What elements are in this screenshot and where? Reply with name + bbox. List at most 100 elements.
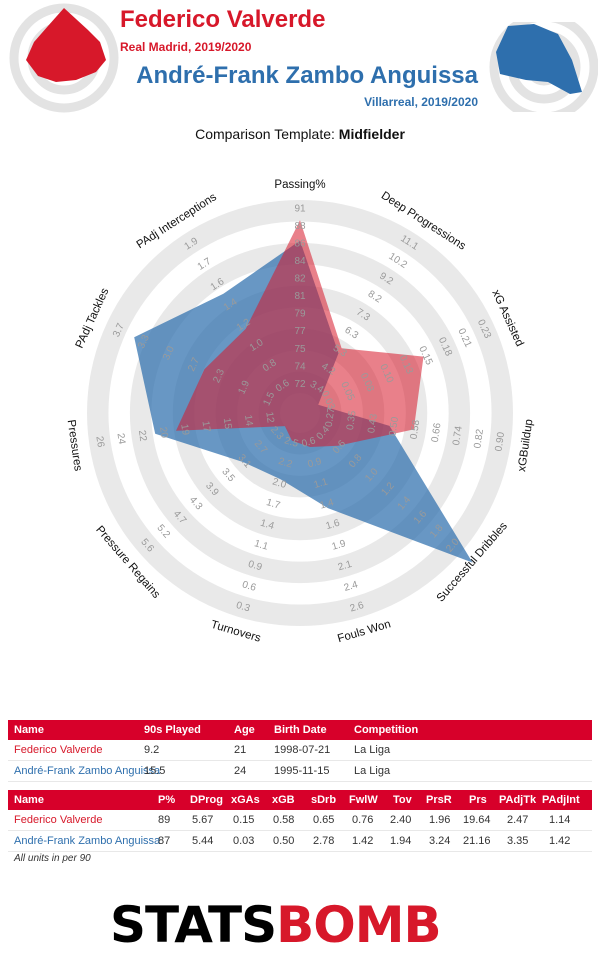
axis-tick-label: 19 — [178, 423, 191, 436]
stats-row1-fwlw: 0.76 — [352, 814, 374, 826]
stats-header-padjint: PAdjInt — [542, 794, 580, 806]
stats-header-xgas: xGAs — [231, 794, 260, 806]
axis-tick-label: 0.58 — [409, 419, 423, 440]
stats-row1-prsr: 1.96 — [429, 814, 451, 826]
axis-tick-label: 2.3 — [211, 367, 227, 385]
axis-tick-label: 0.82 — [472, 428, 486, 449]
info-header-90s: 90s Played — [144, 724, 201, 736]
stats-header-dprog: DProg — [190, 794, 223, 806]
info-row1-birth: 1998-07-21 — [274, 744, 331, 756]
stats-row2-padjtk: 3.35 — [507, 835, 529, 847]
stats-row1-tov: 2.40 — [390, 814, 412, 826]
info-row1-name: Federico Valverde — [14, 744, 103, 756]
axis-tick-label: 2.2 — [277, 456, 294, 471]
stats-row1-padjint: 1.14 — [549, 814, 571, 826]
axis-tick-label: 82 — [294, 274, 306, 285]
stats-row1-sdrb: 0.65 — [313, 814, 335, 826]
axis-tick-label: 2.6 — [349, 600, 366, 615]
axis-label: Pressures — [65, 419, 84, 472]
axis-label: Fouls Won — [336, 618, 392, 645]
stats-header-sdrb: sDrb — [311, 794, 337, 806]
axis-tick-label: 88 — [294, 221, 306, 232]
stats-header-p: P% — [158, 794, 176, 806]
axis-tick-label: 86 — [294, 239, 306, 250]
axis-tick-label: 84 — [294, 256, 306, 267]
template-name: Midfielder — [338, 126, 405, 142]
stats-header-xgb: xGB — [272, 794, 295, 806]
stats-header-prsr: PrsR — [426, 794, 452, 806]
info-row1-competition: La Liga — [354, 744, 391, 756]
axis-tick-label: 1.7 — [265, 497, 282, 512]
info-header-age: Age — [234, 724, 255, 736]
stats-row1-name: Federico Valverde — [14, 814, 103, 826]
stats-table-row: Federico Valverde 89 5.67 0.15 0.58 0.65… — [8, 810, 592, 831]
axis-tick-label: 0.50 — [387, 416, 401, 437]
info-table-header: Name 90s Played Age Birth Date Competiti… — [8, 720, 592, 740]
axis-tick-label: 2.4 — [343, 579, 360, 594]
axis-tick-label: 0.35 — [345, 410, 359, 431]
axis-tick-label: 24 — [115, 432, 128, 445]
stats-row2-prsr: 3.24 — [429, 835, 451, 847]
axis-tick-label: 2.0 — [271, 477, 288, 492]
axis-tick-label: 79 — [294, 309, 306, 320]
axis-tick-label: 1.1 — [313, 476, 330, 491]
player1-mini-radar-icon — [9, 3, 119, 113]
info-row2-age: 24 — [234, 765, 247, 777]
player2-name: André-Frank Zambo Anguissa — [136, 62, 478, 89]
stats-row2-sdrb: 2.78 — [313, 835, 335, 847]
axis-tick-label: 2.5 — [283, 435, 300, 450]
comparison-template: Comparison Template: Midfielder — [0, 126, 600, 142]
axis-tick-label: 2.7 — [186, 356, 202, 374]
player1-club: Real Madrid, 2019/2020 — [120, 40, 252, 54]
axis-tick-label: 1.4 — [259, 518, 276, 533]
axis-tick-label: 0.90 — [493, 431, 507, 452]
units-note: All units in per 90 — [14, 853, 91, 864]
axis-label: Turnovers — [209, 619, 262, 645]
info-row2-competition: La Liga — [354, 765, 391, 777]
stats-row2-xgas: 0.03 — [233, 835, 255, 847]
template-prefix: Comparison Template: — [195, 126, 339, 142]
stats-row2-tov: 1.94 — [390, 835, 412, 847]
axis-tick-label: 72 — [294, 379, 306, 390]
axis-tick-label: 0.9 — [307, 456, 324, 471]
stats-row1-dprog: 5.67 — [192, 814, 214, 826]
stats-row1-xgb: 0.58 — [273, 814, 295, 826]
axis-tick-label: 17 — [199, 420, 212, 433]
player1-name: Federico Valverde — [120, 6, 326, 33]
stats-row2-padjint: 1.42 — [549, 835, 571, 847]
stats-row1-p: 89 — [158, 814, 171, 826]
player2-mini-radar-icon — [489, 22, 598, 112]
axis-tick-label: 2.1 — [337, 559, 354, 574]
axis-tick-label: 12 — [263, 411, 276, 424]
axis-tick-label: 3.7 — [111, 321, 127, 339]
axis-tick-label: 0.6 — [241, 579, 258, 594]
stats-row1-padjtk: 2.47 — [507, 814, 529, 826]
axis-tick-label: 0.43 — [366, 413, 380, 434]
axis-tick-label: 74 — [294, 361, 306, 372]
stats-table-header: Name P% DProg xGAs xGB sDrb FwlW Tov Prs… — [8, 790, 592, 810]
axis-tick-label: 3.3 — [136, 333, 152, 351]
info-table-row: Federico Valverde 9.2 21 1998-07-21 La L… — [8, 740, 592, 761]
stats-row2-prs: 21.16 — [463, 835, 491, 847]
series-polygon-player1 — [176, 220, 424, 447]
axis-tick-label: 0.9 — [247, 559, 264, 574]
stats-row1-xgas: 0.15 — [233, 814, 255, 826]
axis-tick-label: 0.27 — [324, 407, 338, 428]
axis-tick-label: 1.6 — [325, 518, 342, 533]
info-header-name: Name — [14, 724, 44, 736]
stats-row2-fwlw: 1.42 — [352, 835, 374, 847]
axis-tick-label: 75 — [294, 344, 306, 355]
axis-tick-label: 1.4 — [319, 497, 336, 512]
info-table-row: André-Frank Zambo Anguissa 15.5 24 1995-… — [8, 761, 592, 782]
axis-tick-label: 15 — [221, 417, 234, 430]
stats-header-padjtk: PAdjTk — [499, 794, 537, 806]
stats-header-name: Name — [14, 794, 44, 806]
stats-row2-p: 87 — [158, 835, 171, 847]
info-header-birth: Birth Date — [274, 724, 327, 736]
axis-tick-label: 1.5 — [261, 390, 277, 408]
info-row1-age: 21 — [234, 744, 247, 756]
info-header-competition: Competition — [354, 724, 419, 736]
stats-table: Name P% DProg xGAs xGB sDrb FwlW Tov Prs… — [8, 790, 592, 852]
stats-header-fwlw: FwlW — [349, 794, 378, 806]
axis-tick-label: 0.3 — [235, 600, 252, 615]
